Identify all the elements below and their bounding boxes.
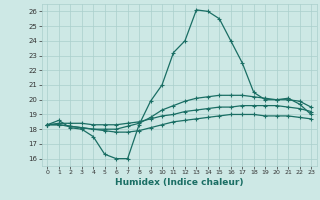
X-axis label: Humidex (Indice chaleur): Humidex (Indice chaleur) (115, 178, 244, 187)
